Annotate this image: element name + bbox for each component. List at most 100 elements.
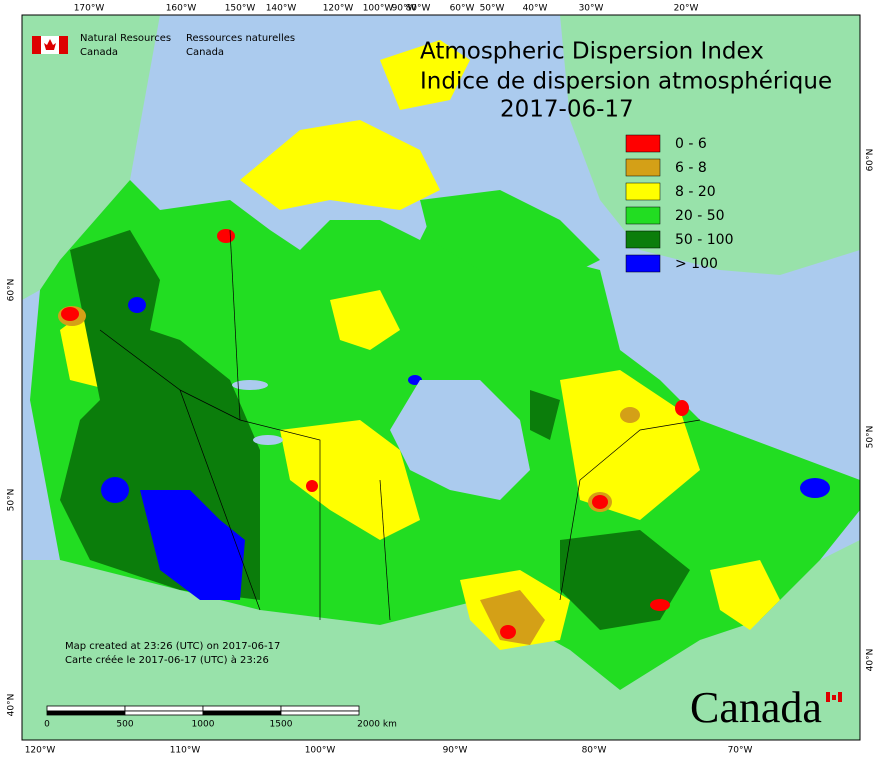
legend: 0 - 6 6 - 8 8 - 20 20 - 50 50 - 100 > 100	[625, 134, 734, 273]
legend-swatch	[625, 158, 661, 177]
logo-text: Natural Resources	[80, 33, 171, 44]
scale-segment	[124, 710, 204, 716]
legend-label: 0 - 6	[675, 136, 707, 152]
latitude-label: 60°N	[7, 279, 17, 302]
longitude-label: 120°W	[25, 746, 56, 756]
legend-label: 50 - 100	[675, 232, 734, 248]
arctic-island	[420, 190, 600, 280]
map-area	[22, 15, 860, 740]
wordmark: Canada	[690, 683, 822, 732]
scale-label: 0	[44, 720, 50, 730]
map-frame	[21, 14, 861, 741]
credit: Carte créée le 2017-06-17 (UTC) à 23:26	[65, 654, 269, 666]
index-zone	[675, 400, 689, 416]
index-zone	[500, 625, 516, 639]
canada-wordmark: Canada	[690, 683, 842, 732]
scale-segment	[46, 705, 126, 712]
scale-segment	[46, 710, 126, 716]
longitude-label: 90°W	[443, 746, 468, 756]
index-zone	[480, 590, 545, 645]
lake	[232, 380, 268, 390]
latitude-label: 40°N	[7, 694, 17, 717]
alaska	[22, 15, 160, 300]
longitude-label: 50°W	[480, 4, 505, 14]
scale-segment	[202, 710, 282, 716]
map-date: 2017-06-17	[500, 97, 634, 123]
index-zone	[330, 290, 400, 350]
legend-swatch	[625, 230, 661, 249]
scale-label: 1000	[192, 720, 215, 730]
scale-label: 500	[116, 720, 133, 730]
longitude-label: 140°W	[266, 4, 297, 14]
legend-swatch	[625, 182, 661, 201]
latitude-label: 60°N	[866, 149, 876, 172]
credit: Map created at 23:26 (UTC) on 2017-06-17	[65, 641, 280, 652]
longitude-label: 90°W	[392, 4, 417, 14]
longitude-label: 40°W	[523, 4, 548, 14]
flag-bar	[826, 692, 830, 702]
longitude-label: 170°W	[74, 4, 105, 14]
scale-segment	[124, 705, 204, 712]
longitude-label: 70°W	[728, 746, 753, 756]
longitude-label: 80°W	[406, 4, 431, 14]
index-zone	[620, 407, 640, 423]
nrcan-logo: Natural Resources Canada Ressources natu…	[32, 33, 295, 58]
border-line	[229, 229, 241, 421]
legend-swatch	[625, 134, 661, 153]
latitude-label: 50°N	[866, 426, 876, 449]
flag-bar	[838, 692, 842, 702]
index-zone	[280, 420, 420, 540]
legend-label: > 100	[675, 256, 718, 272]
border-line	[559, 419, 701, 601]
border-line	[379, 479, 391, 621]
scale-segment	[280, 705, 360, 712]
index-zone	[101, 477, 129, 503]
hudson-bay	[390, 380, 530, 500]
flag-bar	[59, 36, 68, 54]
lake	[253, 435, 283, 445]
longitude-label: 30°W	[579, 4, 604, 14]
index-zone	[710, 560, 780, 630]
index-zone	[140, 490, 245, 600]
flag-bar	[32, 36, 41, 54]
maple-leaf	[832, 695, 836, 700]
index-zone	[592, 495, 608, 509]
scale-label: 2000 km	[357, 720, 397, 730]
index-zone	[560, 370, 700, 520]
index-zone	[61, 307, 79, 321]
logo-text: Canada	[80, 47, 118, 58]
index-zone	[128, 297, 146, 313]
logo-text: Ressources naturelles	[186, 33, 295, 44]
index-zone	[800, 478, 830, 498]
logo-text: Canada	[186, 47, 224, 58]
borders	[99, 229, 701, 621]
longitude-label: 100°W	[363, 4, 394, 14]
latitude-label: 40°N	[866, 649, 876, 672]
longitude-label: 60°W	[450, 4, 475, 14]
arctic-island	[240, 120, 440, 210]
legend-label: 8 - 20	[675, 184, 716, 200]
index-zone	[650, 599, 670, 611]
longitude-label: 20°W	[674, 4, 699, 14]
scale-segment	[202, 705, 282, 712]
longitude-label: 160°W	[166, 4, 197, 14]
legend-swatch	[625, 206, 661, 225]
maple-leaf	[44, 39, 56, 50]
longitude-label: 150°W	[225, 4, 256, 14]
scale-segment	[280, 710, 360, 716]
coordinate-labels: 170°W 160°W 150°W 140°W 120°W 100°W90°W80°W 60…	[7, 4, 876, 756]
title: Atmospheric Dispersion Index	[420, 39, 764, 65]
longitude-label: 110°W	[170, 746, 201, 756]
scale-bar: 0 500 1000 1500 2000 km	[44, 705, 397, 730]
index-zone	[217, 229, 235, 243]
united-states	[22, 540, 860, 740]
longitude-label: 120°W	[323, 4, 354, 14]
index-zone	[306, 480, 318, 492]
border-line	[179, 389, 321, 620]
legend-label: 20 - 50	[675, 208, 725, 224]
longitude-label: 80°W	[582, 746, 607, 756]
scale-label: 1500	[270, 720, 293, 730]
longitude-label: 100°W	[305, 746, 336, 756]
index-zone	[60, 230, 260, 600]
